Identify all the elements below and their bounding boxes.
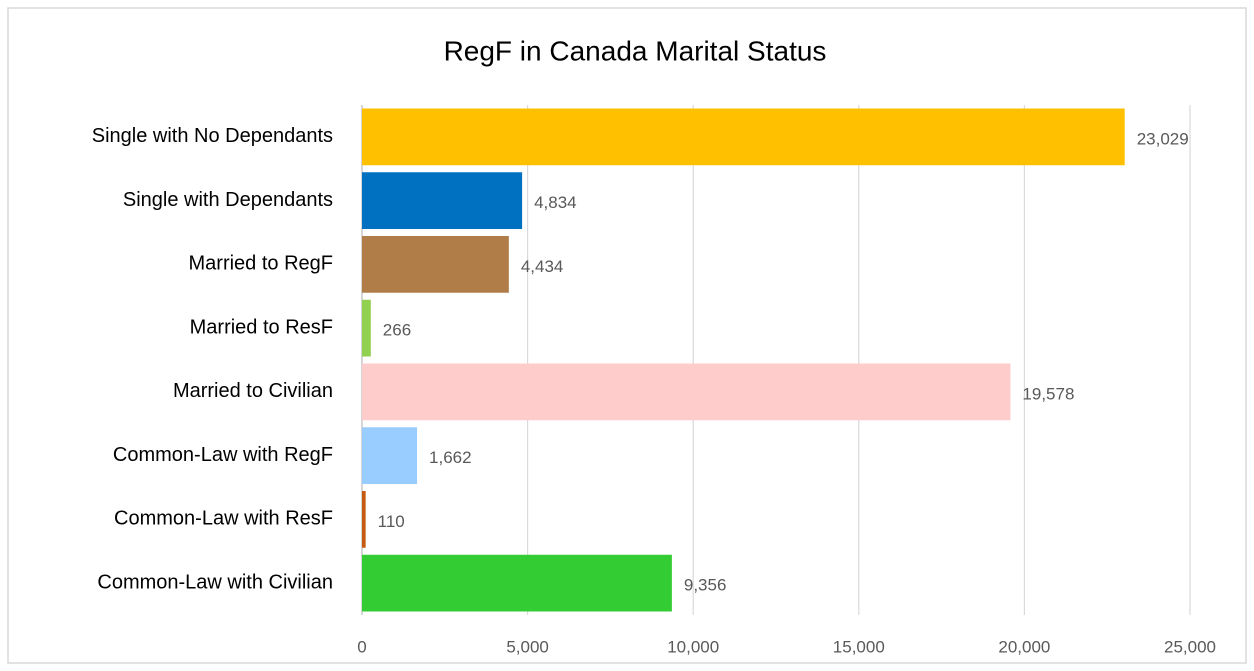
chart-title: RegF in Canada Marital Status [444, 35, 827, 66]
bar [362, 172, 523, 229]
data-label: 4,434 [521, 257, 564, 276]
bar [362, 427, 418, 484]
y-tick-label: Common-Law with RegF [113, 444, 333, 466]
data-label: 23,029 [1137, 129, 1189, 148]
bar [362, 363, 1011, 421]
bar [362, 554, 672, 612]
y-tick-label: Common-Law with ResF [114, 508, 333, 530]
y-tick-label: Single with No Dependants [92, 125, 333, 147]
x-tick-label: 25,000 [1164, 637, 1216, 656]
data-label: 9,356 [684, 576, 727, 595]
bar [362, 299, 371, 357]
bar [362, 491, 366, 548]
x-tick-label: 0 [357, 637, 366, 656]
y-tick-label: Married to ResF [190, 316, 333, 338]
data-label: 19,578 [1022, 384, 1074, 403]
data-label: 110 [378, 512, 405, 531]
y-tick-label: Common-Law with Civilian [97, 571, 333, 593]
data-label: 266 [383, 321, 411, 340]
y-tick-label: Single with Dependants [123, 189, 333, 211]
x-tick-label: 15,000 [833, 637, 885, 656]
y-tick-label: Married to RegF [189, 253, 334, 275]
data-label: 1,662 [429, 448, 472, 467]
y-tick-label: Married to Civilian [173, 380, 333, 402]
bar [362, 236, 509, 293]
bar [362, 108, 1125, 166]
x-tick-label: 10,000 [667, 637, 719, 656]
data-label: 4,834 [534, 193, 577, 212]
x-tick-label: 20,000 [998, 637, 1050, 656]
x-tick-label: 5,000 [506, 637, 549, 656]
